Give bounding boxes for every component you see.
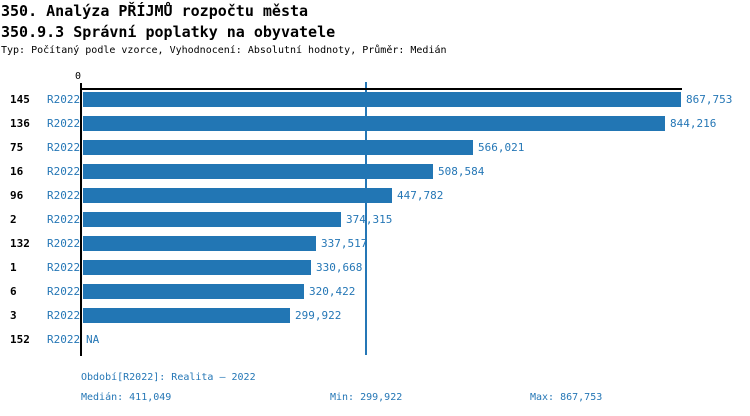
row-category-label: 3: [10, 309, 17, 322]
footer-median: Medián: 411,049: [81, 392, 172, 403]
chart-row: 1 R2022 330,668: [0, 260, 750, 275]
bar: [83, 116, 665, 131]
bar-value-label: 320,422: [309, 285, 356, 298]
row-category-label: 6: [10, 285, 17, 298]
bar: [83, 164, 433, 179]
bar: [83, 188, 392, 203]
bar: [83, 236, 316, 251]
row-category-label: 75: [10, 141, 24, 154]
chart-subtitle: Typ: Počítaný podle vzorce, Vyhodnocení:…: [1, 45, 447, 56]
chart-row: 145 R2022 867,753: [0, 92, 750, 107]
row-category-label: 152: [10, 333, 30, 346]
row-category-label: 16: [10, 165, 24, 178]
chart-row: 96 R2022 447,782: [0, 188, 750, 203]
bar-value-label: 447,782: [397, 189, 444, 202]
bar-value-label: 508,584: [438, 165, 485, 178]
bar: [83, 140, 473, 155]
row-series-label: R2022: [47, 93, 81, 106]
x-axis-line: [81, 88, 682, 90]
chart-row: 3 R2022 299,922: [0, 308, 750, 323]
bar-value-label: 330,668: [316, 261, 363, 274]
bar-value-label: NA: [86, 333, 100, 346]
y-axis-line: [80, 88, 82, 356]
row-category-label: 132: [10, 237, 30, 250]
chart-title-line1: 350. Analýza PŘÍJMŮ rozpočtu města: [1, 2, 309, 20]
row-series-label: R2022: [47, 141, 81, 154]
chart-row: 132 R2022 337,517: [0, 236, 750, 251]
row-series-label: R2022: [47, 333, 81, 346]
row-category-label: 1: [10, 261, 17, 274]
row-series-label: R2022: [47, 117, 81, 130]
row-category-label: 136: [10, 117, 30, 130]
chart-row: 136 R2022 844,216: [0, 116, 750, 131]
bar: [83, 212, 341, 227]
median-line: [365, 82, 367, 355]
bar-value-label: 566,021: [478, 141, 525, 154]
bar-value-label: 844,216: [670, 117, 717, 130]
bar-value-label: 374,315: [346, 213, 393, 226]
bar: [83, 260, 311, 275]
chart-title-line2: 350.9.3 Správní poplatky na obyvatele: [1, 23, 336, 41]
row-series-label: R2022: [47, 261, 81, 274]
row-series-label: R2022: [47, 285, 81, 298]
zero-tick-label: 0: [75, 71, 82, 82]
row-category-label: 96: [10, 189, 24, 202]
row-series-label: R2022: [47, 213, 81, 226]
chart-row: 2 R2022 374,315: [0, 212, 750, 227]
bar-value-label: 337,517: [321, 237, 368, 250]
row-series-label: R2022: [47, 237, 81, 250]
chart-row: 152 R2022 NA: [0, 332, 750, 347]
row-category-label: 145: [10, 93, 30, 106]
bar: [83, 284, 304, 299]
chart-row: 75 R2022 566,021: [0, 140, 750, 155]
footer-max: Max: 867,753: [530, 392, 603, 403]
row-series-label: R2022: [47, 165, 81, 178]
bar: [83, 92, 681, 107]
row-category-label: 2: [10, 213, 17, 226]
chart-row: 6 R2022 320,422: [0, 284, 750, 299]
bar-value-label: 867,753: [686, 93, 733, 106]
bar-value-label: 299,922: [295, 309, 342, 322]
zero-tick: [80, 83, 82, 88]
footer-period: Období[R2022]: Realita – 2022: [81, 372, 256, 383]
row-series-label: R2022: [47, 189, 81, 202]
bar: [83, 308, 290, 323]
row-series-label: R2022: [47, 309, 81, 322]
footer-min: Min: 299,922: [330, 392, 403, 403]
chart-row: 16 R2022 508,584: [0, 164, 750, 179]
